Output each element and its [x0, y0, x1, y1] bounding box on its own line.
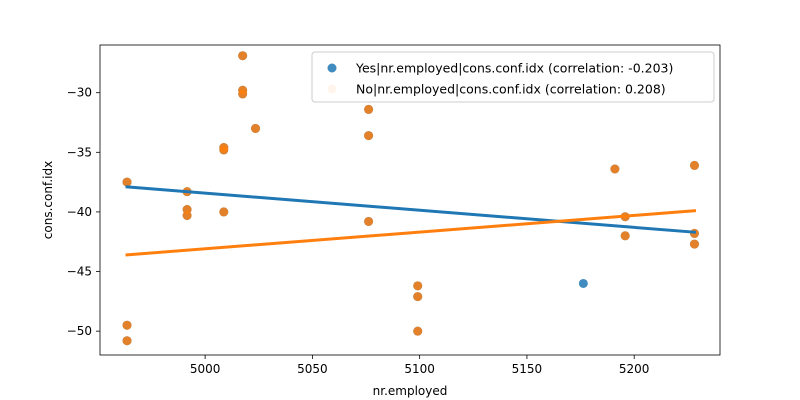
x-axis-label: nr.employed	[373, 384, 448, 398]
data-point	[413, 292, 423, 302]
x-tick-label: 5100	[404, 362, 435, 376]
data-point	[610, 164, 620, 174]
y-axis: −50 −45 −40 −35 −30	[67, 86, 100, 338]
legend-marker	[327, 63, 337, 73]
y-tick-label: −45	[67, 265, 92, 279]
x-tick-label: 5150	[512, 362, 543, 376]
legend-label: No|nr.employed|cons.conf.idx (correlatio…	[356, 82, 666, 97]
x-tick-label: 5200	[619, 362, 650, 376]
data-point	[182, 211, 192, 220]
data-point	[364, 104, 374, 114]
x-axis: 5000 5050 5100 5150 5200	[190, 355, 650, 376]
trend-line	[125, 185, 697, 234]
y-tick-label: −40	[67, 205, 92, 219]
legend-label: Yes|nr.employed|cons.conf.idx (correlati…	[355, 61, 673, 76]
trend-line	[125, 209, 697, 257]
data-point	[238, 89, 248, 99]
data-point	[122, 320, 132, 330]
y-axis-label: cons.conf.idx	[41, 161, 55, 239]
data-point	[238, 51, 248, 61]
data-point	[578, 278, 588, 288]
legend-marker	[327, 84, 337, 94]
data-point	[620, 231, 630, 241]
data-point	[689, 160, 699, 170]
data-point	[364, 131, 374, 141]
y-tick-label: −50	[67, 324, 92, 338]
data-point	[689, 239, 699, 249]
legend: Yes|nr.employed|cons.conf.idx (correlati…	[311, 51, 715, 103]
y-tick-label: −30	[67, 86, 92, 100]
data-point	[364, 216, 374, 226]
axes-frame	[99, 44, 721, 356]
data-point	[219, 207, 229, 217]
y-tick-label: −35	[67, 145, 92, 159]
data-point	[413, 326, 423, 336]
data-point	[251, 123, 261, 133]
data-point	[122, 177, 132, 187]
x-tick-label: 5050	[297, 362, 328, 376]
data-point	[413, 281, 423, 291]
data-point	[122, 336, 132, 346]
x-tick-label: 5000	[190, 362, 221, 376]
trend-lines	[125, 185, 697, 257]
legend-box	[311, 51, 715, 103]
data-point	[219, 145, 229, 155]
